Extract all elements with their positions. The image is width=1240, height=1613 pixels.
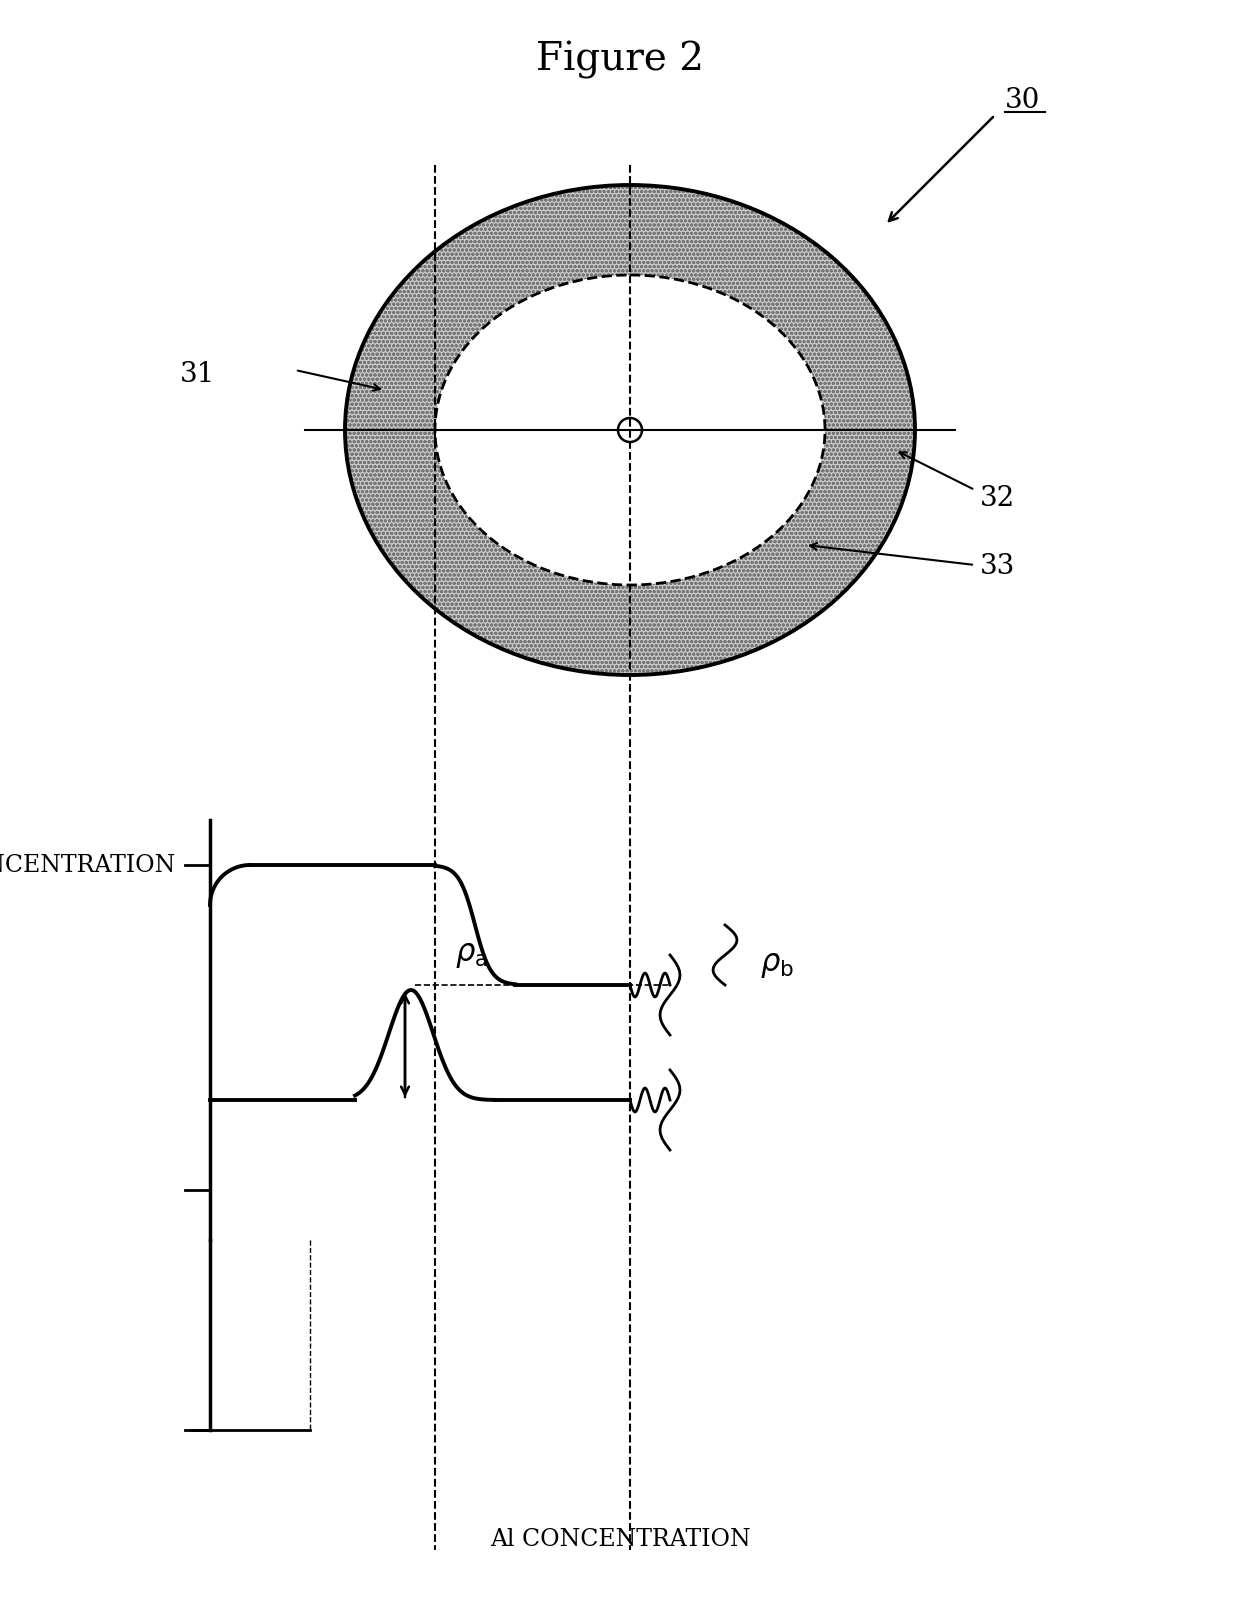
- Text: $\rho_\mathrm{b}$: $\rho_\mathrm{b}$: [760, 950, 794, 981]
- Text: Figure 2: Figure 2: [536, 40, 704, 79]
- Text: 30: 30: [1004, 87, 1040, 113]
- Text: 32: 32: [980, 484, 1016, 511]
- Text: Ni CONCENTRATION: Ni CONCENTRATION: [0, 853, 175, 876]
- Text: 33: 33: [980, 553, 1016, 581]
- Ellipse shape: [345, 185, 915, 674]
- Text: 31: 31: [180, 361, 215, 389]
- Text: $\rho_\mathrm{a}$: $\rho_\mathrm{a}$: [455, 939, 487, 969]
- Text: Al CONCENTRATION: Al CONCENTRATION: [490, 1529, 750, 1552]
- Ellipse shape: [435, 274, 825, 586]
